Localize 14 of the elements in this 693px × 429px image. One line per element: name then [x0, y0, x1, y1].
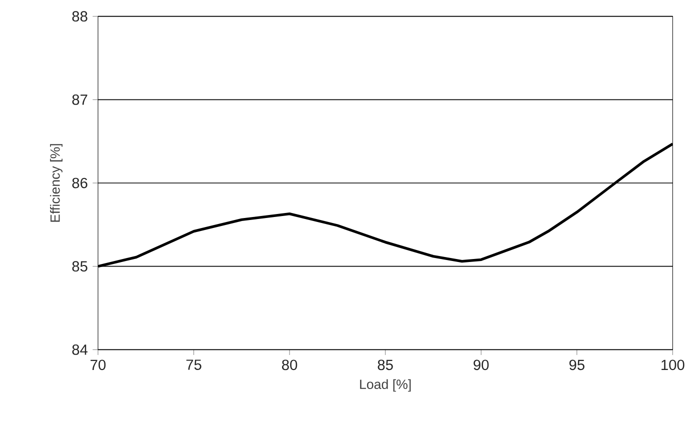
y-tick-label: 84: [72, 344, 88, 355]
x-tick-label: 80: [282, 360, 298, 370]
x-tick-label: 75: [186, 360, 202, 370]
x-tick-label: 95: [569, 360, 584, 370]
y-tick-label: 85: [72, 261, 88, 272]
y-tick-label: 87: [72, 94, 88, 105]
y-axis-title: Efficiency [%]: [50, 144, 62, 222]
x-tick-label: 70: [90, 360, 106, 370]
x-tick-label: 90: [474, 360, 489, 370]
x-tick-label: 100: [662, 360, 684, 370]
y-tick-label: 88: [72, 11, 88, 22]
x-axis-title: Load [%]: [360, 379, 411, 392]
y-tick-label: 86: [72, 178, 88, 188]
x-tick-label: 85: [378, 360, 393, 370]
